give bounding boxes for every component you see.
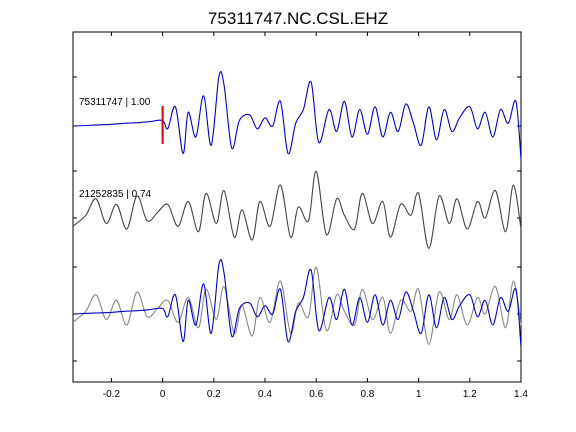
- x-tick-label: 1: [416, 389, 422, 400]
- x-tick-label: 0.2: [207, 389, 221, 400]
- x-axis: -0.2 0 0.2 0.4 0.6 0.8 1 1.2 1.4: [103, 32, 528, 400]
- waveform-trace-0: [72, 70, 522, 160]
- x-tick-label: 0.8: [360, 389, 374, 400]
- x-tick-label: -0.2: [103, 389, 121, 400]
- chart-title: 75311747.NC.CSL.EHZ: [208, 9, 388, 28]
- x-tick-label: 0.4: [258, 389, 272, 400]
- x-tick-label: 1.2: [463, 389, 477, 400]
- waveform-trace-3: [72, 258, 522, 348]
- x-tick-label: 0: [160, 389, 166, 400]
- trace-label-1: 21252835 | 0.74: [79, 189, 152, 200]
- trace-group: [72, 70, 522, 348]
- trace-label-0: 75311747 | 1.00: [79, 97, 151, 108]
- plot-frame: [72, 31, 522, 383]
- waveform-trace-1: [72, 170, 522, 249]
- x-tick-label: 1.4: [514, 389, 528, 400]
- x-tick-label: 0.6: [309, 389, 323, 400]
- trace-labels: 75311747 | 1.00 21252835 | 0.74: [79, 97, 152, 200]
- waveform-trace-2: [72, 266, 522, 345]
